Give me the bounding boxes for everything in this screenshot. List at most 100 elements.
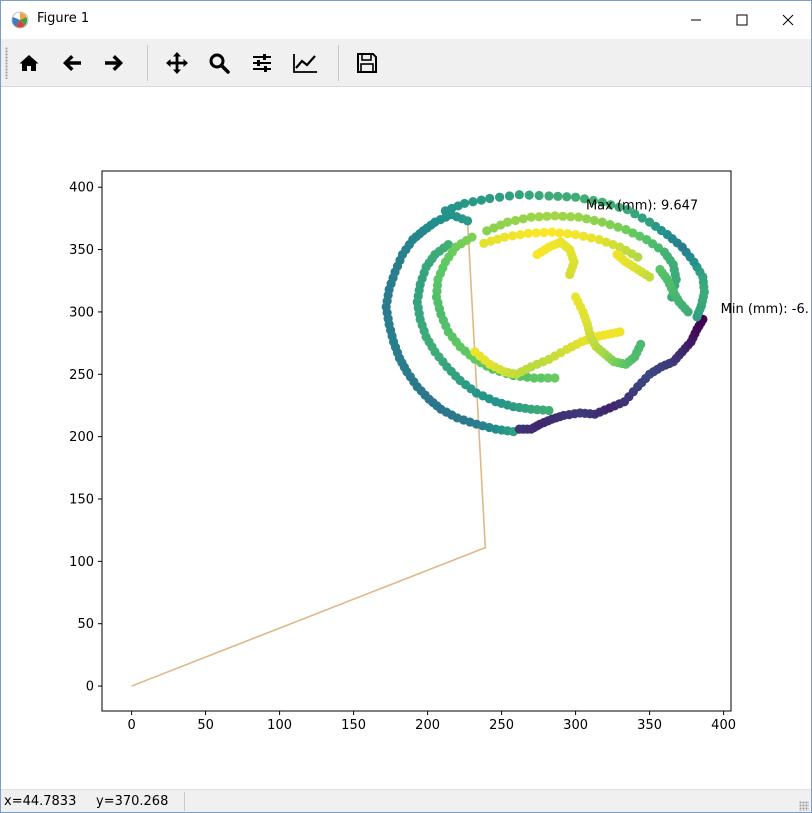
toolbar-separator [338,45,339,81]
subplots-button[interactable] [244,45,280,81]
scatter-point [597,197,607,207]
y-tick-label: 300 [69,305,94,320]
scatter-point [531,228,541,238]
scatter-point [683,307,693,317]
y-tick-label: 200 [69,430,94,445]
home-icon [19,55,39,71]
scatter-point [613,222,623,232]
y-tick-label: 250 [69,368,94,383]
close-button[interactable] [765,1,811,39]
scatter-point [543,373,553,383]
scatter-point [555,228,565,238]
x-tick-label: 150 [341,718,366,733]
y-tick-label: 400 [69,181,94,196]
scatter-plot[interactable]: 0 50 100 150 200 250 300 350 400 0 50 100 150 200 250… [1,87,811,788]
floppy-disk-icon [357,53,377,73]
minimize-button[interactable] [673,1,719,39]
zoom-button[interactable] [201,45,237,81]
line-chart-icon [293,54,317,73]
figure-canvas[interactable]: 0 50 100 150 200 250 300 350 400 0 50 100 150 200 250… [1,87,811,788]
customize-button[interactable] [287,45,323,81]
scatter-point [601,237,611,247]
scatter-point [532,249,542,260]
window-title: Figure 1 [37,11,90,26]
x-tick-label: 200 [415,718,440,733]
scatter-point [518,214,528,224]
scatter-point [615,327,625,337]
scatter-point [468,197,478,207]
home-button[interactable] [11,45,47,81]
axes-frame [101,170,732,712]
scatter-point [637,213,647,223]
title-bar[interactable]: Figure 1 [1,1,811,39]
scatter-point [486,236,496,246]
scatter-point [588,195,598,206]
back-button[interactable] [54,45,90,81]
scatter-point [586,233,596,243]
x-tick-label: 400 [711,718,736,733]
scatter-point [589,215,599,226]
scatter-point [558,211,568,221]
scatter-point [573,212,584,222]
scatter-point [571,230,581,240]
scatter-point [507,231,518,241]
scatter-point [608,239,618,250]
scatter-point [539,227,549,238]
scatter-point [534,190,544,201]
forward-button[interactable] [96,45,132,81]
scatter-point [476,195,486,205]
scatter-point [553,191,563,201]
scatter-point [536,373,546,383]
scatter-point [550,373,560,383]
scatter-point [504,191,515,201]
scatter-point [489,223,499,233]
resize-grip[interactable] [799,801,809,811]
scatter-point [636,339,646,349]
scatter-point [566,212,576,222]
scatter-point [628,228,638,238]
arrow-left-icon [63,55,81,71]
save-button[interactable] [349,45,385,81]
maximize-button[interactable] [719,1,765,39]
scatter-point [440,206,450,216]
pan-button[interactable] [159,45,195,81]
scatter-point [529,373,539,383]
scatter-point [645,272,655,282]
x-tick-label: 0 [127,718,135,733]
toolbar-grip[interactable] [5,47,8,79]
scatter-point [534,212,544,222]
scatter-point [544,405,554,416]
maximize-icon [736,14,748,26]
x-tick-label: 300 [563,718,588,733]
scatter-point [479,238,489,248]
scatter-point [496,220,506,230]
move-icon [166,52,188,74]
x-tick-label: 50 [197,718,214,733]
scatter-point [562,192,572,202]
magnifier-icon [209,53,230,74]
cursor-x-readout: x=44.7833 [4,794,77,809]
scatter-point [502,217,513,227]
scatter-point [571,192,581,202]
toolbar-separator [147,45,148,81]
scatter-point [550,211,560,221]
min-annotation: Min (mm): -6. [721,302,809,317]
scatter-point [510,215,521,226]
scatter-point [633,252,643,262]
scatter-point [578,231,589,241]
scatter-point [594,234,604,245]
scatter-point [547,227,557,237]
scatter-point [621,225,631,235]
y-tick-label: 0 [86,680,94,695]
y-tick-label: 50 [77,617,94,632]
scatter-point [495,192,505,202]
matplotlib-logo-icon [11,11,29,29]
x-tick-label: 350 [637,718,662,733]
scatter-point [493,234,503,244]
scatter-point [515,230,525,240]
scatter-point [579,194,590,204]
plot-area [102,171,731,711]
scatter-point [523,228,533,238]
scatter-point [614,202,624,212]
status-bar: x=44.7833 y=370.268 [1,789,811,812]
